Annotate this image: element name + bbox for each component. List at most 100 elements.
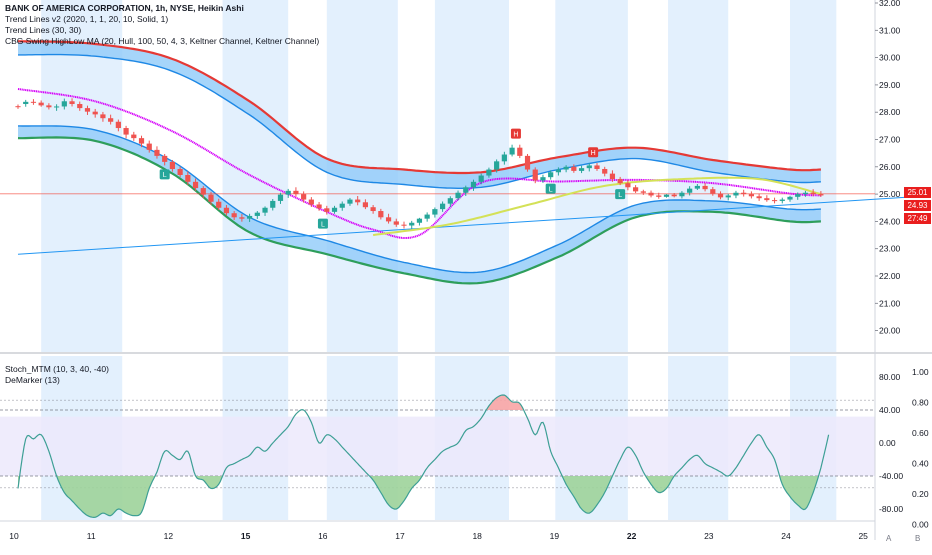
stoch-neutral-zone [0, 417, 875, 476]
candle-body [409, 223, 414, 226]
candle-body [540, 177, 545, 180]
candle-body [239, 217, 244, 218]
candle-body [633, 187, 638, 191]
candle-body [147, 144, 152, 150]
candle-body [733, 193, 738, 196]
stoch-tick-label: -40.00 [879, 471, 903, 481]
candle-body [425, 215, 430, 219]
candle-body [556, 170, 561, 173]
price-tick-label: 27.00 [879, 135, 901, 145]
candle [741, 190, 746, 197]
candle-body [39, 103, 44, 106]
candle-body [764, 198, 769, 200]
price-tick-label: 21.00 [879, 298, 901, 308]
time-tick-label: 15 [241, 531, 251, 541]
price-tick-label: 24.00 [879, 216, 901, 226]
candle-body [247, 216, 252, 219]
candle-body [394, 221, 399, 224]
candle [764, 195, 769, 202]
demarker-tick-label: 0.60 [912, 428, 929, 438]
candle-body [332, 208, 337, 212]
stoch-tick-label: 40.00 [879, 405, 901, 415]
session-stripe [668, 0, 728, 352]
candle [509, 145, 514, 157]
stoch-tick-label: -80.00 [879, 504, 903, 514]
candle-body [486, 170, 491, 176]
candle-body [726, 195, 731, 197]
candle [31, 99, 36, 105]
time-tick-label: 12 [164, 531, 174, 541]
candle-body [31, 102, 36, 103]
candle [633, 185, 638, 193]
candle-body [154, 150, 159, 156]
indicator-stoch-mtm[interactable]: Stoch_MTM (10, 3, 40, -40) [5, 364, 109, 375]
candle-body [625, 183, 630, 187]
candle [401, 222, 406, 229]
candle [749, 191, 754, 198]
price-tick-label: 25.00 [879, 189, 901, 199]
countdown-tag: 27:49 [904, 213, 931, 224]
candle-body [201, 188, 206, 195]
candle-body [587, 165, 592, 168]
candle-body [116, 122, 121, 128]
log-scale-button[interactable]: B [915, 534, 920, 543]
candle-body [564, 167, 569, 170]
candle-body [371, 207, 376, 211]
candle-body [741, 193, 746, 194]
candle [23, 100, 28, 107]
candle [15, 105, 20, 109]
candle-body [93, 112, 98, 115]
candle [757, 194, 762, 201]
demarker-tick-label: 0.80 [912, 398, 929, 408]
candle-body [502, 155, 507, 162]
candle [293, 187, 298, 197]
swing-low-marker: L [160, 169, 170, 179]
candle-body [440, 204, 445, 209]
indicator-demarker[interactable]: DeMarker (13) [5, 375, 109, 386]
time-tick-label: 17 [395, 531, 405, 541]
candle-body [193, 182, 198, 188]
indicator-cbg-swing[interactable]: CBG Swing HighLow MA (20, Hull, 100, 50,… [5, 36, 319, 47]
price-tick-label: 30.00 [879, 53, 901, 63]
candle-body [301, 194, 306, 199]
candle-body [100, 114, 105, 118]
swing-low-marker: L [615, 189, 625, 199]
candle [648, 191, 653, 198]
price-tick-label: 20.00 [879, 326, 901, 336]
indicator-trend-lines-v2[interactable]: Trend Lines v2 (2020, 1, 1, 20, 10, Soli… [5, 14, 319, 25]
candle-body [749, 194, 754, 196]
candle-body [170, 162, 175, 169]
indicator-trend-lines[interactable]: Trend Lines (30, 30) [5, 25, 319, 36]
auto-scale-button[interactable]: A [886, 534, 891, 543]
time-tick-label: 16 [318, 531, 328, 541]
candle-body [293, 191, 298, 194]
candle-body [347, 200, 352, 204]
price-tick-label: 26.00 [879, 162, 901, 172]
candle-body [648, 193, 653, 196]
candle-body [517, 148, 522, 156]
candle [131, 132, 136, 141]
candle-body [610, 174, 615, 179]
candle-body [656, 195, 661, 196]
demarker-tick-label: 1.00 [912, 367, 929, 377]
candle-body [386, 217, 391, 221]
marker-label: L [163, 172, 167, 179]
candle-body [525, 156, 530, 170]
stoch-zone [0, 417, 875, 476]
price-tick-label: 29.00 [879, 80, 901, 90]
candle-body [509, 148, 514, 155]
candle-body [62, 101, 67, 106]
candle-body [262, 208, 267, 213]
candle-body [77, 104, 82, 108]
candle-body [679, 193, 684, 197]
candle [525, 154, 530, 172]
candle-body [23, 102, 28, 104]
last-price-tag: 25.01 [904, 187, 931, 198]
candle-body [494, 161, 499, 169]
symbol-title[interactable]: BANK OF AMERICA CORPORATION, 1h, NYSE, H… [5, 3, 319, 14]
candle-body [432, 209, 437, 214]
candle-body [224, 208, 229, 213]
candle-body [378, 211, 383, 217]
